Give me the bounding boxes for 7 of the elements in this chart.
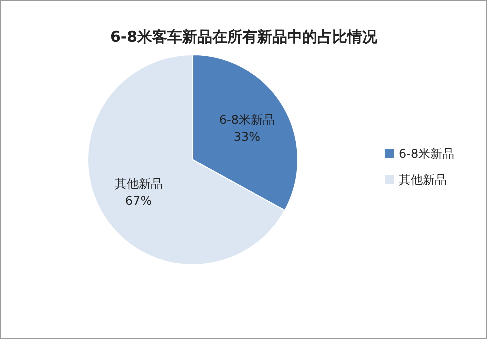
data-label: 67% — [125, 194, 152, 208]
data-label: 33% — [234, 130, 261, 144]
legend-label: 6-8米新品 — [399, 147, 455, 161]
slice-label: 其他新品 — [114, 177, 163, 192]
slice-label: 6-8米新品 — [219, 112, 276, 127]
legend-label: 其他新品 — [399, 173, 447, 187]
chart-title: 6-8米客车新品在所有新品中的占比情况 — [110, 28, 379, 46]
